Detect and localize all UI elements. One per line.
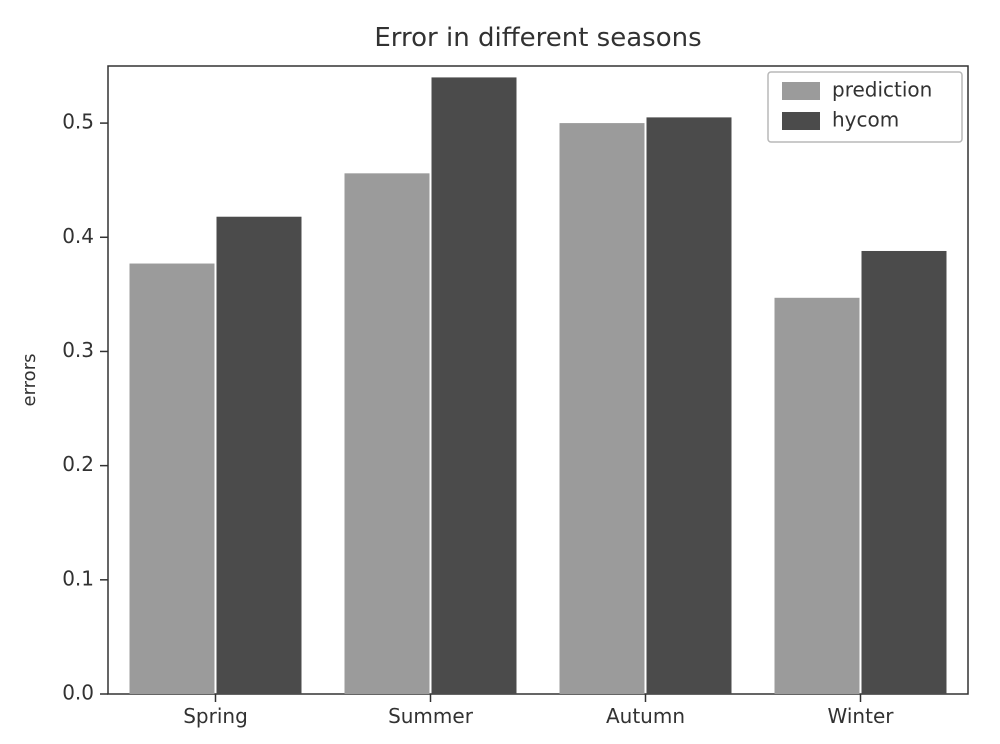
bar-prediction bbox=[130, 264, 215, 694]
bar-prediction bbox=[775, 298, 860, 694]
y-tick-label: 0.5 bbox=[62, 110, 94, 134]
bar-prediction bbox=[345, 173, 430, 694]
bar-hycom bbox=[432, 77, 517, 694]
y-tick-label: 0.1 bbox=[62, 566, 94, 590]
y-axis-label: errors bbox=[19, 354, 40, 407]
legend: prediction hycom bbox=[768, 72, 962, 142]
y-tick-label: 0.4 bbox=[62, 224, 94, 248]
x-tick-label: Winter bbox=[828, 704, 895, 728]
chart-title: Error in different seasons bbox=[374, 23, 701, 53]
y-tick-label: 0.2 bbox=[62, 452, 94, 476]
y-tick-label: 0.3 bbox=[62, 338, 94, 362]
bar-chart: 0.0 0.1 0.2 0.3 0.4 0.5 Spring Summer Autumn Wint… bbox=[0, 0, 1000, 744]
legend-swatch bbox=[782, 112, 820, 130]
legend-label: prediction bbox=[832, 78, 932, 102]
x-tick-label: Summer bbox=[388, 704, 474, 728]
x-tick-label: Spring bbox=[183, 704, 248, 728]
bar-hycom bbox=[217, 217, 302, 694]
legend-label: hycom bbox=[832, 108, 899, 132]
chart-container: 0.0 0.1 0.2 0.3 0.4 0.5 Spring Summer Autumn Wint… bbox=[0, 0, 1000, 744]
bar-hycom bbox=[647, 117, 732, 694]
x-tick-label: Autumn bbox=[606, 704, 685, 728]
legend-swatch bbox=[782, 82, 820, 100]
bar-prediction bbox=[560, 123, 645, 694]
bar-hycom bbox=[862, 251, 947, 694]
y-tick-label: 0.0 bbox=[62, 681, 94, 705]
